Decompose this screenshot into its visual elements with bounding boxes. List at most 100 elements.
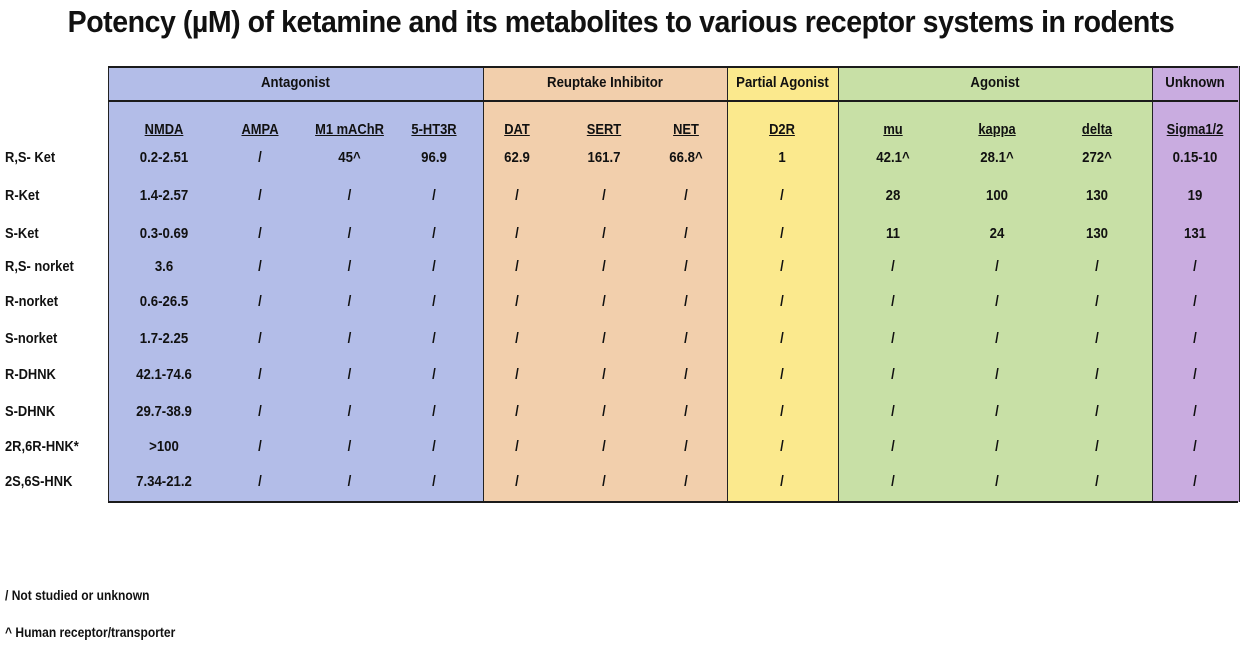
row-label: R-DHNK [5, 366, 56, 383]
table-bottom-border [108, 501, 1238, 503]
table-cell: / [515, 187, 519, 204]
table-cell: / [515, 366, 519, 383]
row-label: R,S- Ket [5, 149, 56, 166]
table-cell: / [347, 258, 351, 275]
table-cell: 0.2-2.51 [139, 149, 189, 166]
row-label: S-norket [5, 330, 58, 347]
row-label: S-DHNK [5, 403, 56, 420]
table-cell: / [432, 330, 436, 347]
table-cell: / [891, 403, 895, 420]
table-cell: / [515, 293, 519, 310]
group-reuptake-inhibitor: Reuptake Inhibitor [547, 74, 663, 91]
table-cell: / [1095, 438, 1099, 455]
table-cell: 42.1^ [876, 149, 910, 166]
column-header-ampa: AMPA [241, 121, 279, 138]
table-cell: / [347, 293, 351, 310]
table-cell: 161.7 [587, 149, 621, 166]
table-cell: / [432, 225, 436, 242]
partial-agonist-band [727, 66, 840, 502]
table-cell: / [602, 473, 606, 490]
table-cell: / [347, 366, 351, 383]
table-cell: / [995, 438, 999, 455]
table-cell: 0.3-0.69 [139, 225, 189, 242]
table-cell: / [602, 403, 606, 420]
table-cell: 1 [778, 149, 786, 166]
column-header-5-ht3r: 5-HT3R [411, 121, 457, 138]
table-cell: / [347, 225, 351, 242]
table-cell: / [347, 473, 351, 490]
table-cell: / [258, 366, 262, 383]
table-cell: / [995, 330, 999, 347]
legend-not-studied: / Not studied or unknown [5, 587, 150, 603]
table-cell: >100 [149, 438, 179, 455]
table-cell: 42.1-74.6 [136, 366, 192, 383]
table-cell: / [684, 473, 688, 490]
table-cell: / [995, 293, 999, 310]
group-antagonist: Antagonist [261, 74, 330, 91]
table-cell: / [1193, 330, 1197, 347]
table-cell: / [602, 438, 606, 455]
antagonist-band [108, 66, 485, 502]
table-cell: 45^ [337, 149, 361, 166]
table-cell: / [891, 258, 895, 275]
column-header-nmda: NMDA [144, 121, 184, 138]
table-cell: / [258, 149, 262, 166]
column-header-kappa: kappa [978, 121, 1016, 138]
column-header-dat: DAT [504, 121, 530, 138]
table-cell: / [1193, 403, 1197, 420]
table-cell: / [602, 187, 606, 204]
table-cell: 29.7-38.9 [136, 403, 192, 420]
table-cell: 272^ [1082, 149, 1112, 166]
table-top-border [108, 66, 1238, 68]
table-cell: / [602, 258, 606, 275]
table-cell: / [1193, 366, 1197, 383]
table-cell: / [515, 225, 519, 242]
table-cell: 62.9 [504, 149, 530, 166]
table-cell: / [515, 473, 519, 490]
table-cell: / [684, 330, 688, 347]
column-header-d2r: D2R [769, 121, 795, 138]
table-cell: 19 [1187, 187, 1203, 204]
table-cell: 100 [985, 187, 1009, 204]
reuptake-inhibitor-band [483, 66, 729, 502]
table-cell: 3.6 [154, 258, 174, 275]
table-cell: 0.6-26.5 [139, 293, 189, 310]
table-cell: / [258, 473, 262, 490]
table-cell: / [432, 473, 436, 490]
table-cell: 96.9 [421, 149, 447, 166]
table-cell: / [995, 258, 999, 275]
table-cell: / [258, 293, 262, 310]
group-partial-agonist: Partial Agonist [736, 74, 829, 91]
table-cell: / [602, 330, 606, 347]
group-header-border [108, 100, 1238, 102]
column-header-sert: SERT [586, 121, 622, 138]
table-cell: / [258, 438, 262, 455]
table-cell: / [891, 473, 895, 490]
table-cell: 11 [886, 225, 900, 242]
row-label: R-Ket [5, 187, 40, 204]
table-cell: / [995, 403, 999, 420]
table-cell: / [684, 258, 688, 275]
table-cell: / [515, 403, 519, 420]
table-cell: / [891, 438, 895, 455]
table-cell: 130 [1085, 225, 1109, 242]
table-cell: 131 [1183, 225, 1207, 242]
table-cell: / [347, 438, 351, 455]
table-cell: / [347, 330, 351, 347]
table-cell: / [684, 366, 688, 383]
column-header-net: NET [673, 121, 699, 138]
table-cell: / [780, 403, 784, 420]
page-title: Potency (µM) of ketamine and its metabol… [67, 4, 1175, 39]
table-cell: 1.7-2.25 [139, 330, 189, 347]
legend-human-receptor: ^ Human receptor/transporter [5, 624, 176, 640]
table-cell: / [891, 330, 895, 347]
table-cell: / [1095, 366, 1099, 383]
table-cell: / [258, 330, 262, 347]
table-cell: / [891, 293, 895, 310]
table-cell: / [602, 293, 606, 310]
table-cell: 28 [885, 187, 901, 204]
table-cell: / [780, 473, 784, 490]
table-cell: / [995, 473, 999, 490]
table-cell: 130 [1085, 187, 1109, 204]
table-cell: / [1095, 293, 1099, 310]
